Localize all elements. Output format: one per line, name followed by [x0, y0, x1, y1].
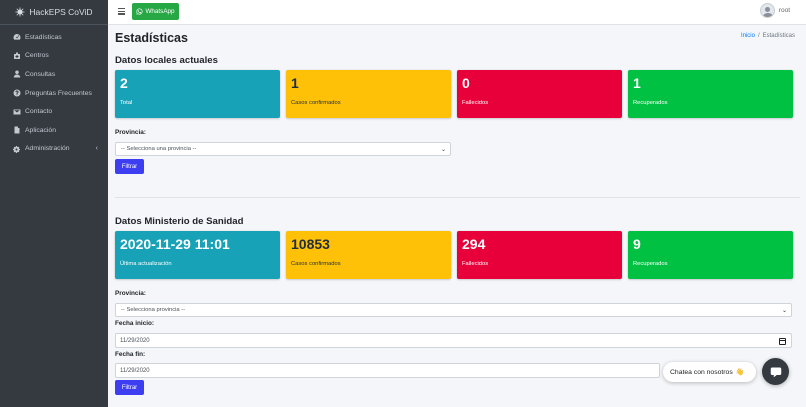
- brand[interactable]: HackEPS CoViD: [0, 0, 108, 25]
- stat-value: 9: [633, 236, 641, 252]
- user-doctor-icon: [12, 70, 21, 79]
- sidebar-item-label: Estadísticas: [25, 33, 62, 41]
- ministry-province-select[interactable]: -- Selecciona provincia -- ⌄: [115, 303, 792, 317]
- sidebar-item-label: Preguntas Frecuentes: [25, 89, 92, 97]
- stat-label: Fallecidos: [462, 261, 489, 267]
- whatsapp-icon: [136, 8, 144, 15]
- sidebar-item-preguntas-frecuentes[interactable]: Preguntas Frecuentes: [0, 84, 108, 103]
- stat-label: Casos confirmados: [291, 100, 341, 106]
- stat-value: 2020-11-29 11:01: [120, 236, 230, 252]
- ministry-stats: 2020-11-29 11:01 Última actualización 10…: [115, 231, 793, 279]
- stat-label: Recuperados: [633, 100, 668, 106]
- topbar: WhatsApp root: [108, 0, 806, 25]
- chat-bubble-icon: [770, 367, 781, 377]
- end-date-label: Fecha fin:: [115, 351, 146, 358]
- chat-prompt[interactable]: Chatea con nosotros 👋: [663, 362, 756, 382]
- local-province-label: Provincia:: [115, 129, 146, 136]
- chevron-left-icon: ‹: [95, 145, 98, 153]
- local-total-box: 2 Total: [115, 70, 280, 118]
- menu-toggle-icon[interactable]: [118, 8, 125, 15]
- local-stats: 2 Total 1 Casos confirmados 0 Fallecidos…: [115, 70, 793, 118]
- whatsapp-button[interactable]: WhatsApp: [132, 3, 179, 20]
- chat-label: Chatea con nosotros: [670, 368, 733, 376]
- sidebar-item-contacto[interactable]: Contacto: [0, 102, 108, 121]
- hospital-icon: [12, 51, 21, 60]
- envelope-icon: [12, 107, 21, 116]
- local-recovered-box: 1 Recuperados: [628, 70, 793, 118]
- ministry-province-label: Provincia:: [115, 290, 146, 297]
- sidebar-item-consultas[interactable]: Consultas: [0, 65, 108, 84]
- local-confirmed-box: 1 Casos confirmados: [286, 70, 451, 118]
- local-province-value: -- Selecciona una provincia --: [121, 146, 197, 152]
- start-date-input[interactable]: 11/29/2020: [115, 333, 792, 348]
- ministry-recovered-box: 9 Recuperados: [628, 231, 793, 279]
- wave-emoji: 👋: [735, 369, 745, 376]
- sidebar-item-label: Aplicación: [25, 126, 56, 134]
- ministry-updated-box: 2020-11-29 11:01 Última actualización: [115, 231, 280, 279]
- section-divider: [115, 197, 800, 198]
- stat-value: 0: [462, 75, 470, 91]
- start-date-value: 11/29/2020: [120, 337, 150, 344]
- file-icon: [12, 126, 21, 135]
- gears-icon: [12, 144, 21, 153]
- virus-icon: [15, 7, 25, 17]
- local-filter-button[interactable]: Filtrar: [115, 159, 144, 174]
- stat-label: Total: [120, 100, 133, 106]
- chat-button[interactable]: [762, 358, 789, 385]
- local-section-title: Datos locales actuales: [115, 55, 218, 66]
- ministry-filter-button[interactable]: Filtrar: [115, 380, 144, 395]
- stat-label: Fallecidos: [462, 100, 489, 106]
- sidebar-item-centros[interactable]: Centros: [0, 47, 108, 66]
- sidebar: HackEPS CoViD Estadísticas Centros Consu…: [0, 0, 108, 407]
- breadcrumb-home[interactable]: Inicio: [740, 33, 755, 39]
- dashboard-icon: [12, 33, 21, 42]
- end-date-value: 11/29/2020: [120, 367, 150, 374]
- sidebar-item-administracion[interactable]: Administración ‹: [0, 140, 108, 159]
- page-title: Estadísticas: [115, 31, 188, 45]
- end-date-input[interactable]: 11/29/2020: [115, 363, 660, 378]
- whatsapp-label: WhatsApp: [145, 8, 175, 15]
- avatar: [759, 3, 775, 18]
- breadcrumb-current: Estadísticas: [762, 33, 795, 39]
- stat-value: 1: [291, 75, 299, 91]
- sidebar-item-aplicacion[interactable]: Aplicación: [0, 121, 108, 140]
- ministry-section-title: Datos Ministerio de Sanidad: [115, 216, 244, 227]
- local-province-select[interactable]: -- Selecciona una provincia -- ⌄: [115, 142, 451, 156]
- chevron-down-icon: ⌄: [440, 147, 446, 153]
- sidebar-item-label: Administración: [25, 145, 70, 153]
- breadcrumb: Inicio / Estadísticas: [740, 33, 795, 39]
- sidebar-item-estadisticas[interactable]: Estadísticas: [0, 28, 108, 47]
- start-date-label: Fecha inicio:: [115, 320, 155, 327]
- stat-label: Última actualización: [120, 261, 172, 267]
- sidebar-item-label: Centros: [25, 52, 49, 60]
- user-menu[interactable]: root: [759, 3, 790, 18]
- main-content: Estadísticas Inicio / Estadísticas Datos l…: [108, 25, 800, 407]
- stat-value: 1: [633, 75, 641, 91]
- stat-value: 10853: [291, 236, 330, 252]
- sidebar-item-label: Consultas: [25, 70, 56, 78]
- question-circle-icon: [12, 89, 21, 98]
- ministry-province-value: -- Selecciona provincia --: [121, 307, 186, 313]
- sidebar-item-label: Contacto: [25, 108, 53, 116]
- calendar-icon[interactable]: [779, 337, 786, 345]
- user-name: root: [778, 7, 790, 14]
- ministry-deaths-box: 294 Fallecidos: [457, 231, 622, 279]
- local-deaths-box: 0 Fallecidos: [457, 70, 622, 118]
- stat-label: Casos confirmados: [291, 261, 341, 267]
- stat-label: Recuperados: [633, 261, 668, 267]
- chevron-down-icon: ⌄: [781, 308, 787, 314]
- sidebar-nav: Estadísticas Centros Consultas Preguntas…: [0, 25, 108, 158]
- brand-name: HackEPS CoViD: [29, 7, 93, 17]
- ministry-confirmed-box: 10853 Casos confirmados: [286, 231, 451, 279]
- stat-value: 294: [462, 236, 486, 252]
- stat-value: 2: [120, 75, 128, 91]
